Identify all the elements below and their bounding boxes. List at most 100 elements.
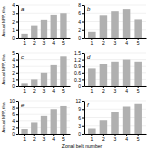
bar xyxy=(31,79,37,86)
axis-line xyxy=(84,102,85,135)
tick: 6 xyxy=(78,10,84,16)
bar xyxy=(111,62,119,86)
tick-label: 6 xyxy=(78,10,81,16)
figure: 1234501234aAnnual NPP, t/ha1234502468b12… xyxy=(0,0,150,150)
tick-mark xyxy=(82,66,84,67)
tick-label: 3 xyxy=(114,136,117,142)
y-axis: 0246810 xyxy=(9,98,18,137)
bar xyxy=(123,60,131,86)
x-axis: 12345 xyxy=(19,134,71,142)
bar xyxy=(21,83,27,86)
panel: 123450246810eAnnual NPP, t/ha xyxy=(1,98,70,141)
bar xyxy=(123,107,131,135)
panel-label: e xyxy=(21,102,25,108)
tick: 3 xyxy=(114,86,117,94)
y-axis: 00.30.60.91.21.5 xyxy=(74,50,84,89)
bar xyxy=(60,13,66,38)
tick-label: 2 xyxy=(102,40,105,46)
bars xyxy=(88,104,142,134)
y-axis: 01234 xyxy=(12,2,18,41)
tick: 1 xyxy=(12,77,18,83)
bar xyxy=(21,34,27,38)
panel: 12345036912f xyxy=(75,98,146,141)
tick-mark xyxy=(82,101,84,102)
tick: 4 xyxy=(125,86,128,94)
tick-mark xyxy=(82,109,84,110)
tick-label: 5 xyxy=(62,136,65,142)
bar xyxy=(41,116,47,134)
tick-label: 2 xyxy=(12,19,15,25)
grid xyxy=(84,5,146,38)
grid-line xyxy=(18,53,70,54)
tick: 2 xyxy=(12,19,18,25)
tick: 4 xyxy=(12,118,18,124)
panel-label: c xyxy=(21,54,24,60)
tick: 5 xyxy=(62,86,65,94)
bar xyxy=(111,11,119,38)
tick-mark xyxy=(82,30,84,31)
tick-label: 1 xyxy=(23,40,26,46)
tick-label: 0 xyxy=(78,83,81,89)
tick-label: 2 xyxy=(102,136,105,142)
tick-mark xyxy=(16,121,18,122)
bar xyxy=(41,20,47,38)
bar xyxy=(31,26,37,38)
bar xyxy=(88,129,96,135)
bars xyxy=(21,56,66,86)
bar xyxy=(111,112,119,134)
tick-label: 2 xyxy=(12,70,15,76)
tick-label: 1 xyxy=(90,136,93,142)
tick-label: 10 xyxy=(9,98,15,104)
tick-label: 3 xyxy=(43,40,46,46)
tick-label: 1 xyxy=(23,88,26,94)
tick-label: 3 xyxy=(12,63,15,69)
tick-mark xyxy=(16,101,18,102)
grid xyxy=(84,53,146,86)
tick-mark xyxy=(16,79,18,80)
tick: 1 xyxy=(23,134,26,142)
bar xyxy=(88,68,96,86)
tick-mark xyxy=(16,60,18,61)
tick-label: 3 xyxy=(78,123,81,129)
tick-mark xyxy=(16,134,18,135)
grid xyxy=(18,101,70,134)
bar xyxy=(134,104,142,134)
x-axis: 12345 xyxy=(19,86,71,94)
tick-label: 5 xyxy=(137,88,140,94)
bar xyxy=(60,56,66,86)
tick: 2 xyxy=(33,38,36,46)
tick-label: 4 xyxy=(125,136,128,142)
tick-mark xyxy=(16,114,18,115)
tick: 0.3 xyxy=(74,77,84,83)
tick: 3 xyxy=(12,63,18,69)
y-axis: 02468 xyxy=(78,2,84,41)
tick: 4 xyxy=(52,38,55,46)
tick: 1 xyxy=(23,38,26,46)
tick-label: 2 xyxy=(78,27,81,33)
bar xyxy=(100,120,108,134)
tick-label: 9 xyxy=(78,106,81,112)
tick-label: 3 xyxy=(12,10,15,16)
tick-label: 5 xyxy=(137,136,140,142)
tick-mark xyxy=(16,53,18,54)
tick-label: 3 xyxy=(43,136,46,142)
tick-mark xyxy=(16,38,18,39)
tick-label: 0 xyxy=(12,35,15,41)
tick: 1 xyxy=(12,27,18,33)
x-axis: 12345 xyxy=(85,38,147,46)
y-axis-title: Annual NPP, t/ha xyxy=(1,6,6,37)
bars xyxy=(88,9,142,38)
tick-label: 2 xyxy=(33,40,36,46)
tick-mark xyxy=(82,60,84,61)
tick: 5 xyxy=(62,134,65,142)
tick: 6 xyxy=(78,115,84,121)
tick: 5 xyxy=(137,38,140,46)
tick: 0 xyxy=(12,35,18,41)
tick: 3 xyxy=(43,86,46,94)
tick-mark xyxy=(82,5,84,6)
tick: 3 xyxy=(43,38,46,46)
tick: 2 xyxy=(12,125,18,131)
y-axis-title: Annual NPP, t/ha xyxy=(1,54,6,85)
bar xyxy=(21,129,27,134)
tick-label: 0 xyxy=(12,83,15,89)
